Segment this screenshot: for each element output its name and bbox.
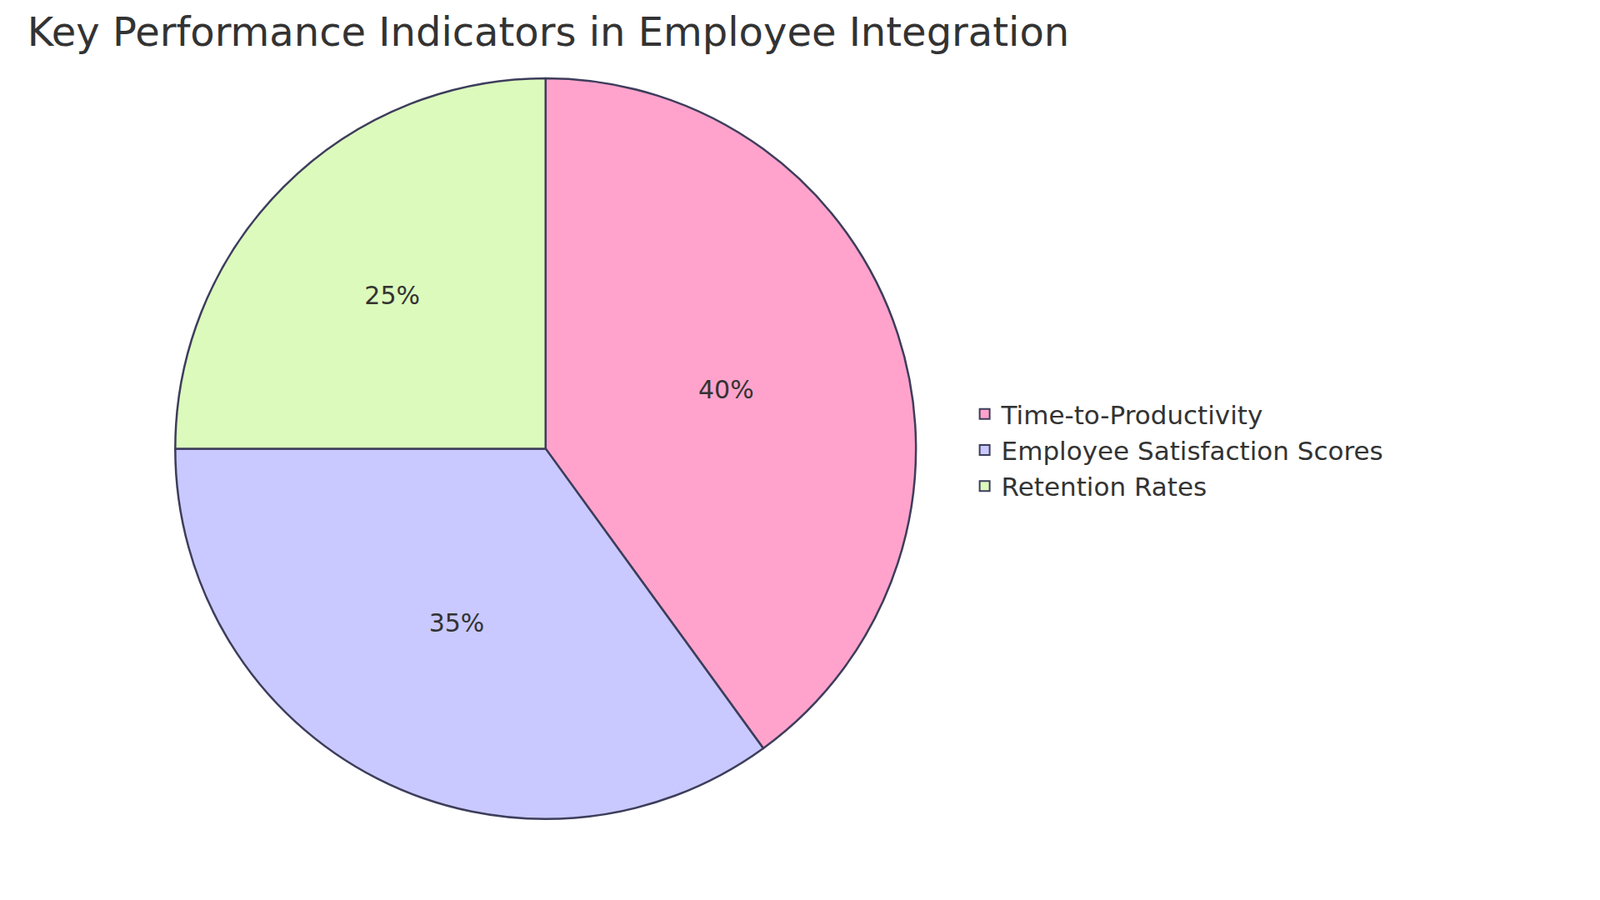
- svg-text:Retention Rates: Retention Rates: [1001, 471, 1208, 502]
- svg-text:35%: 35%: [429, 608, 485, 638]
- svg-text:Employee Satisfaction Scores: Employee Satisfaction Scores: [1001, 435, 1384, 466]
- svg-text:25%: 25%: [364, 280, 420, 310]
- svg-text:40%: 40%: [698, 375, 755, 405]
- svg-text:Key Performance Indicators in: Key Performance Indicators in Employee I…: [27, 8, 1070, 55]
- svg-text:Time-to-Productivity: Time-to-Productivity: [1000, 400, 1264, 430]
